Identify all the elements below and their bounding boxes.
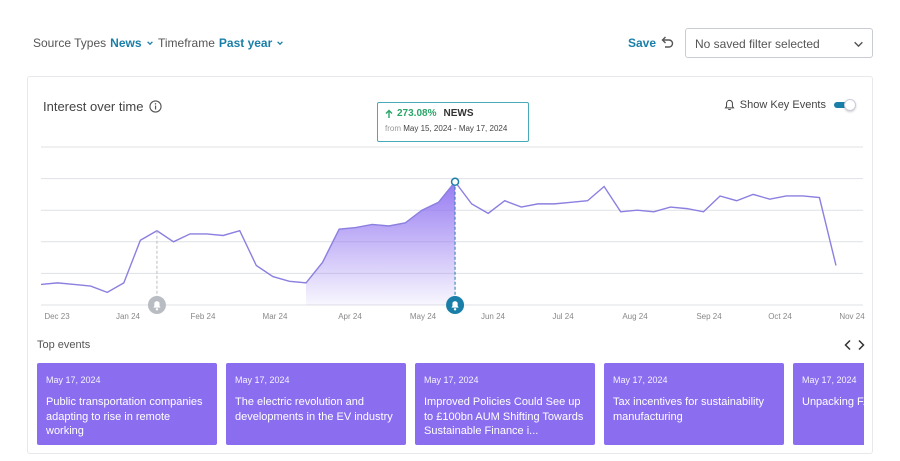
event-card[interactable]: May 17, 2024 Unpacking F... Transition F… bbox=[793, 363, 864, 445]
key-events-toggle[interactable] bbox=[834, 98, 856, 111]
bell-marker-shape bbox=[451, 301, 459, 308]
x-tick-label: Jan 24 bbox=[116, 312, 141, 321]
event-date: May 17, 2024 bbox=[46, 375, 101, 385]
chevron-left-icon[interactable] bbox=[843, 339, 853, 351]
timeframe-filter[interactable]: Timeframe Past year bbox=[158, 36, 284, 50]
toggle-knob bbox=[844, 98, 856, 111]
x-tick-label: May 24 bbox=[410, 312, 437, 321]
event-date: May 17, 2024 bbox=[235, 375, 290, 385]
x-tick-label: Jul 24 bbox=[552, 312, 574, 321]
chevron-down-icon bbox=[277, 41, 284, 46]
saved-filter-value: No saved filter selected bbox=[695, 37, 820, 51]
card-title: Interest over time bbox=[43, 99, 144, 114]
x-tick-label: Nov 24 bbox=[839, 312, 865, 321]
chevron-down-icon bbox=[146, 41, 153, 46]
saved-filter-select[interactable]: No saved filter selected bbox=[685, 28, 873, 58]
undo-icon[interactable] bbox=[660, 35, 674, 49]
key-events-control: Show Key Events bbox=[724, 98, 856, 111]
x-tick-label: Apr 24 bbox=[338, 312, 362, 321]
event-card[interactable]: May 17, 2024 Public transportation compa… bbox=[37, 363, 217, 445]
chevron-right-icon[interactable] bbox=[856, 339, 866, 351]
bell-marker-icon bbox=[147, 296, 166, 314]
event-title: The electric revolution and developments… bbox=[235, 396, 393, 423]
bell-marker-clapper bbox=[453, 308, 457, 311]
tooltip-from-label: from bbox=[385, 124, 401, 133]
bell-marker-icon bbox=[446, 296, 465, 314]
tooltip-range-row: from May 15, 2024 - May 17, 2024 bbox=[385, 124, 521, 133]
event-title: Public transportation companies adapting… bbox=[46, 396, 203, 437]
interest-chart: Dec 23 Jan 24 Feb 24 Mar 24 Apr 24 May 24 Jun … bbox=[40, 146, 865, 321]
top-events-heading: Top events bbox=[37, 339, 91, 351]
chevron-down-icon bbox=[854, 41, 863, 48]
x-tick-label: Dec 23 bbox=[44, 312, 70, 321]
timeframe-label: Timeframe bbox=[158, 36, 215, 50]
highlight-area bbox=[306, 181, 456, 305]
event-title: Unpacking F... Transition Fi... bbox=[802, 396, 864, 408]
x-tick-label: Aug 24 bbox=[622, 312, 648, 321]
top-events-carousel: May 17, 2024 Public transportation compa… bbox=[37, 363, 864, 445]
x-tick-label: Feb 24 bbox=[191, 312, 216, 321]
event-date: May 17, 2024 bbox=[424, 375, 479, 385]
top-events-list: May 17, 2024 Public transportation compa… bbox=[37, 363, 864, 445]
timeframe-value: Past year bbox=[218, 36, 273, 50]
event-card[interactable]: May 17, 2024 Improved Policies Could See… bbox=[415, 363, 595, 445]
series-line bbox=[40, 180, 837, 294]
arrow-up-icon bbox=[385, 109, 393, 118]
x-tick-label: Mar 24 bbox=[263, 312, 288, 321]
event-title: Improved Policies Could See up to £100bn… bbox=[424, 396, 584, 437]
x-tick-label: Oct 24 bbox=[768, 312, 792, 321]
event-title: Tax incentives for sustainability manufa… bbox=[613, 396, 765, 423]
key-events-label: Show Key Events bbox=[739, 99, 826, 111]
bell-marker-clapper bbox=[155, 308, 159, 311]
tooltip-header: 273.08% NEWS bbox=[385, 108, 521, 119]
bell-marker-shape bbox=[153, 301, 161, 308]
source-types-label: Source Types bbox=[33, 36, 107, 50]
selected-point bbox=[450, 177, 460, 187]
event-card[interactable]: May 17, 2024 The electric revolution and… bbox=[226, 363, 406, 445]
save-button[interactable]: Save bbox=[628, 36, 657, 50]
tooltip-source: NEWS bbox=[443, 108, 474, 119]
filter-bar: Source Types News Timeframe Past year Sa… bbox=[0, 0, 900, 76]
x-tick-label: Jun 24 bbox=[481, 312, 506, 321]
source-types-filter[interactable]: Source Types News bbox=[33, 36, 154, 50]
card-header: Interest over time bbox=[43, 99, 163, 114]
interest-over-time-card: Interest over time Show Key Events De bbox=[27, 76, 873, 454]
event-date: May 17, 2024 bbox=[613, 375, 668, 385]
info-icon[interactable] bbox=[149, 100, 163, 113]
tooltip-range: May 15, 2024 - May 17, 2024 bbox=[403, 124, 508, 133]
event-date: May 17, 2024 bbox=[802, 375, 857, 385]
chart-tooltip: 273.08% NEWS from May 15, 2024 - May 17,… bbox=[377, 102, 529, 142]
source-types-value: News bbox=[110, 36, 142, 50]
x-tick-label: Sep 24 bbox=[696, 312, 722, 321]
bell-icon bbox=[724, 99, 735, 111]
tooltip-change: 273.08% bbox=[397, 108, 437, 119]
event-card[interactable]: May 17, 2024 Tax incentives for sustaina… bbox=[604, 363, 784, 445]
